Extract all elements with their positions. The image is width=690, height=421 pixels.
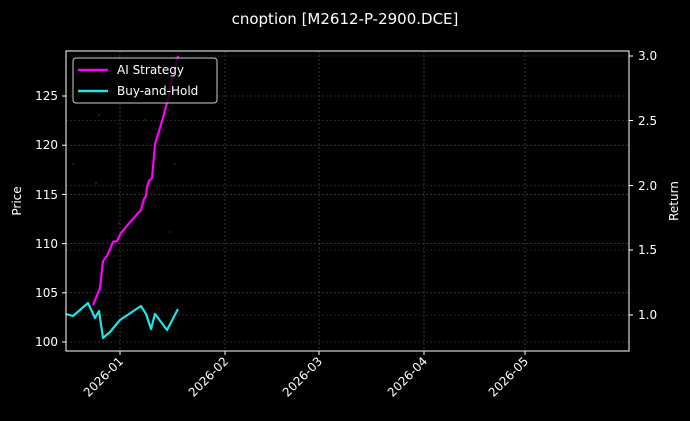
- buy-and-hold-line: [65, 301, 179, 340]
- y-axis-labels: 100 105 110 115 120 125: [35, 89, 58, 349]
- legend-label-ai: AI Strategy: [117, 63, 184, 77]
- grid-price: [66, 51, 629, 351]
- ai-strategy-line: [91, 55, 180, 306]
- svg-text:1.0: 1.0: [638, 308, 657, 322]
- grid-return: [66, 55, 629, 316]
- svg-text:110: 110: [35, 237, 58, 251]
- legend: AI Strategy Buy-and-Hold: [72, 57, 218, 104]
- y2-axis-labels: 1.0 1.5 2.0 2.5 3.0: [638, 49, 657, 322]
- y-axis-title: Price: [10, 186, 24, 215]
- y2-axis-title: Return: [667, 181, 681, 221]
- svg-text:115: 115: [35, 188, 58, 202]
- svg-text:105: 105: [35, 286, 58, 300]
- legend-label-bh: Buy-and-Hold: [117, 84, 198, 98]
- plot-frame: [65, 50, 630, 352]
- y-axis-ticks: [62, 55, 633, 355]
- svg-text:2.5: 2.5: [638, 114, 657, 128]
- svg-text:125: 125: [35, 89, 58, 103]
- svg-text:120: 120: [35, 138, 58, 152]
- chart-title: cnoption [M2612-P-2900.DCE]: [232, 10, 459, 28]
- svg-text:2.0: 2.0: [638, 179, 657, 193]
- price-markers: [72, 114, 176, 257]
- svg-text:3.0: 3.0: [638, 49, 657, 63]
- svg-text:100: 100: [35, 335, 58, 349]
- svg-text:1.5: 1.5: [638, 243, 657, 257]
